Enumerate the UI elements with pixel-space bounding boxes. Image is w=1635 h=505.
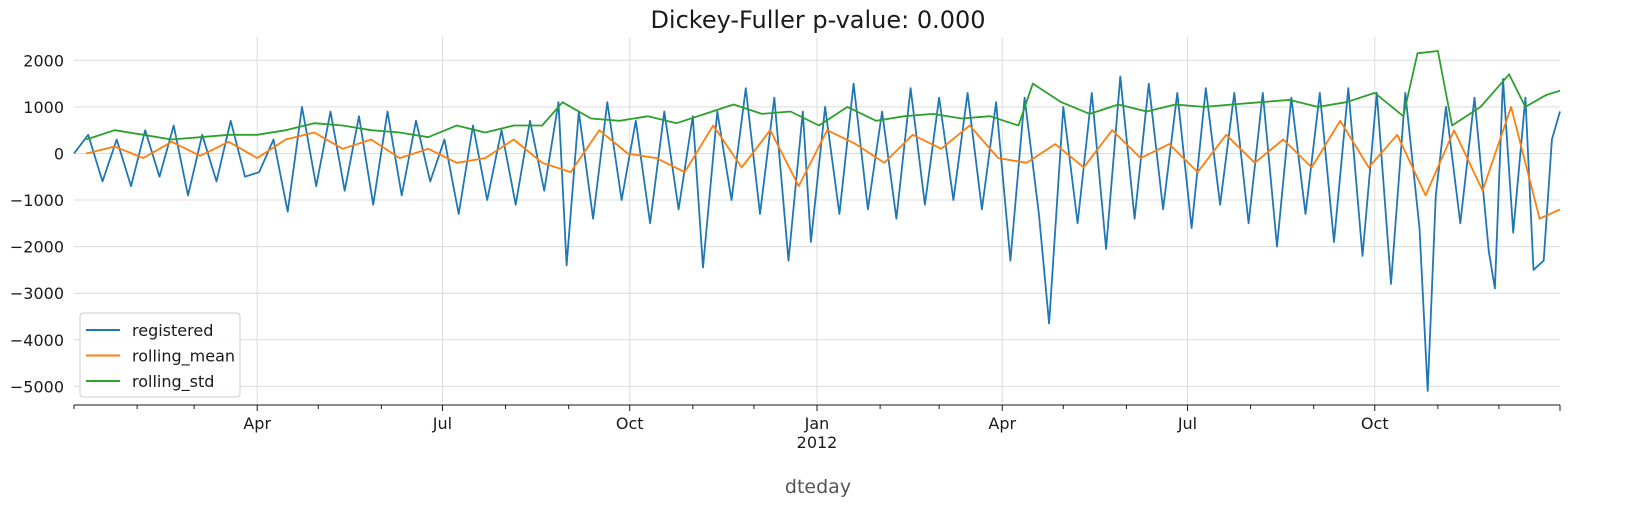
- y-tick-label: −5000: [10, 377, 64, 396]
- y-tick-label: −2000: [10, 238, 64, 257]
- x-tick-label: Oct: [616, 414, 644, 433]
- legend-box: [79, 312, 241, 398]
- x-tick-label: Oct: [1361, 414, 1389, 433]
- legend-label: rolling_mean: [132, 347, 235, 367]
- x-axis-label: dteday: [785, 476, 851, 498]
- y-tick-label: 0: [54, 144, 64, 163]
- y-tick-label: −1000: [10, 191, 64, 210]
- series-line-rolling-mean: [85, 106, 1561, 220]
- legend-label: rolling_std: [132, 372, 214, 392]
- series-line-rolling-std: [85, 50, 1561, 141]
- y-axis: 2000 1000 0 −1000 −2000 −3000 −4000 −5000: [10, 51, 64, 396]
- legend-label: registered: [132, 321, 213, 340]
- y-tick-label: −3000: [10, 284, 64, 303]
- y-tick-label: 2000: [23, 51, 64, 70]
- legend: registered rolling_mean rolling_std: [79, 312, 241, 398]
- y-tick-label: 1000: [23, 98, 64, 117]
- x-tick-label: Jul: [1177, 414, 1197, 433]
- y-tick-label: −4000: [10, 331, 64, 350]
- series-line-registered: [73, 75, 1561, 392]
- x-tick-label: Jan: [804, 414, 830, 433]
- x-tick-label: Apr: [243, 414, 271, 433]
- x-tick-label: Apr: [988, 414, 1016, 433]
- x-tick-year-label: 2012: [797, 433, 838, 452]
- x-tick-label: Jul: [432, 414, 452, 433]
- plot-area: [73, 50, 1561, 392]
- chart-title: Dickey-Fuller p-value: 0.000: [650, 6, 985, 34]
